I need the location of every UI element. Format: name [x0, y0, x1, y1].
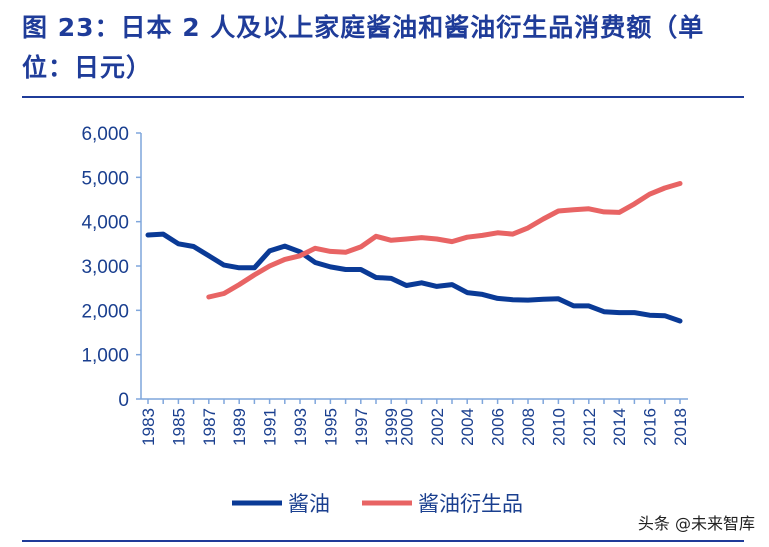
y-tick-label: 0 — [118, 390, 129, 411]
y-tick-label: 2,000 — [81, 301, 129, 322]
chart-title: 图 23：日本 2 人及以上家庭酱油和酱油衍生品消费额（单位：日元） — [22, 13, 705, 82]
legend-label: 酱油 — [288, 492, 330, 516]
x-tick-label: 2012 — [580, 408, 599, 446]
x-tick-label: 1989 — [230, 408, 249, 446]
y-tick-label: 3,000 — [81, 257, 129, 278]
watermark: 头条 @未来智库 — [637, 514, 755, 533]
x-tick-label: 1995 — [321, 408, 340, 446]
x-tick-label: 2016 — [641, 408, 660, 446]
series-line-1 — [145, 231, 683, 324]
y-tick-label: 5,000 — [81, 168, 129, 189]
x-tick-label: 2006 — [489, 408, 508, 446]
y-tick-label: 1,000 — [81, 346, 129, 367]
x-tick-label: 2014 — [610, 408, 629, 446]
x-tick-label: 2004 — [458, 408, 477, 446]
x-tick-label: 2010 — [549, 408, 568, 446]
x-tick-label: 2002 — [428, 408, 447, 446]
series-line-2 — [206, 181, 683, 300]
footer-divider — [22, 540, 744, 542]
x-tick-label: 1999 — [382, 408, 401, 446]
x-tick-label: 2018 — [671, 408, 690, 446]
x-tick-label: 2000 — [397, 408, 416, 446]
x-tick-label: 1987 — [200, 408, 219, 446]
title-divider — [22, 96, 744, 98]
y-tick-label: 4,000 — [81, 213, 129, 234]
x-tick-label: 1997 — [352, 408, 371, 446]
x-tick-label: 1985 — [169, 408, 188, 446]
x-tick-label: 1991 — [261, 408, 280, 446]
x-tick-label: 1993 — [291, 408, 310, 446]
x-tick-label: 2008 — [519, 408, 538, 446]
legend-label: 酱油衍生品 — [418, 492, 523, 516]
y-tick-label: 6,000 — [81, 124, 129, 145]
x-tick-label: 1983 — [139, 408, 158, 446]
